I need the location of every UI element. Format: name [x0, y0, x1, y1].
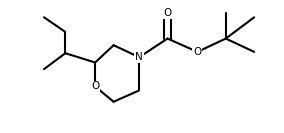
- Text: O: O: [91, 81, 99, 92]
- Text: O: O: [163, 8, 172, 18]
- Text: N: N: [135, 52, 143, 62]
- Text: O: O: [193, 47, 202, 57]
